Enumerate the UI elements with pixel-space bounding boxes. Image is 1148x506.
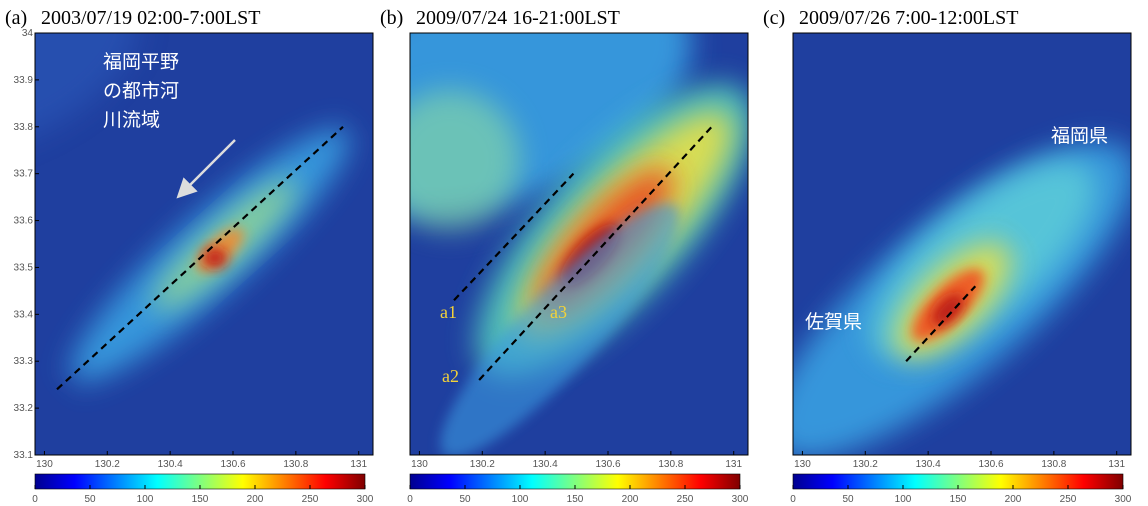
colorbar-tick-label: 250 [677, 494, 694, 505]
map-frame [34, 32, 374, 456]
panel-label: (a) [5, 7, 27, 29]
colorbar-tick-label: 250 [302, 494, 319, 505]
y-tick-label: 33.2 [14, 403, 34, 414]
transect-line [453, 172, 575, 302]
x-tick-label: 130.2 [853, 459, 878, 470]
colorbar-tick-label: 0 [32, 494, 38, 505]
rain-field [410, 33, 748, 455]
annotation: 佐賀県 [805, 311, 862, 333]
colorbar-tick-label: 0 [790, 494, 796, 505]
colorbar-tick-label: 50 [842, 494, 854, 505]
annotation-arrow [176, 139, 236, 199]
map-frame [792, 32, 1132, 456]
colorbar-tick-label: 200 [247, 494, 264, 505]
x-tick-label: 130.8 [283, 459, 308, 470]
colorbar-tick-label: 300 [357, 494, 374, 505]
colorbar-tick-label: 100 [137, 494, 154, 505]
panel-label: (b) [380, 7, 403, 29]
rain-field [35, 33, 350, 382]
x-tick-label: 130.6 [978, 459, 1003, 470]
colorbar-tick-label: 300 [732, 494, 749, 505]
annotation: 川流域 [103, 109, 160, 131]
y-tick-label: 33.7 [14, 169, 34, 180]
y-tick-label: 33.4 [14, 309, 34, 320]
annotation: の都市河 [103, 80, 179, 102]
colorbar-tick-label: 250 [1060, 494, 1077, 505]
colorbar-tick-label: 200 [1005, 494, 1022, 505]
transect-line [56, 125, 344, 391]
annotation: a2 [442, 366, 459, 386]
y-tick-label: 34 [22, 28, 34, 39]
y-tick-label: 33.3 [14, 356, 34, 367]
x-tick-label: 130 [411, 459, 428, 470]
transect-line [905, 285, 977, 362]
x-tick-label: 131 [1108, 459, 1125, 470]
x-tick-label: 131 [725, 459, 742, 470]
rain-blob [440, 202, 680, 455]
x-tick-label: 130.2 [95, 459, 120, 470]
x-tick-label: 131 [350, 459, 367, 470]
colorbar-tick-label: 300 [1115, 494, 1132, 505]
panel-title: 2009/07/24 16-21:00LST [416, 7, 620, 29]
x-tick-label: 130.6 [220, 459, 245, 470]
annotation: 福岡県 [1051, 125, 1108, 147]
colorbar-tick-label: 100 [512, 494, 529, 505]
annotation: a3 [550, 302, 567, 322]
panel-label: (c) [763, 7, 785, 29]
x-tick-label: 130.4 [158, 459, 183, 470]
colorbar-tick-label: 100 [895, 494, 912, 505]
colorbar-tick-label: 50 [459, 494, 471, 505]
y-tick-label: 33.9 [14, 75, 34, 86]
colorbar-tick-label: 150 [192, 494, 209, 505]
x-tick-label: 130.8 [658, 459, 683, 470]
annotation: a1 [440, 302, 457, 322]
panel-title: 2003/07/19 02:00-7:00LST [41, 7, 260, 29]
colorbar-tick-label: 150 [950, 494, 967, 505]
rain-blob [410, 90, 520, 230]
x-tick-label: 130.2 [470, 459, 495, 470]
x-tick-label: 130 [36, 459, 53, 470]
y-tick-label: 33.5 [14, 262, 34, 273]
colorbar-tick-label: 50 [84, 494, 96, 505]
colorbar-tick-label: 150 [567, 494, 584, 505]
colorbar-tick-label: 200 [622, 494, 639, 505]
x-tick-label: 130 [794, 459, 811, 470]
map-frame [409, 32, 749, 456]
rain-blob [203, 248, 227, 268]
y-tick-label: 33.1 [14, 450, 34, 461]
x-tick-label: 130.4 [916, 459, 941, 470]
annotation: 福岡平野 [103, 51, 179, 73]
y-tick-label: 33.8 [14, 122, 34, 133]
rain-field [793, 141, 1131, 455]
x-tick-label: 130.4 [533, 459, 558, 470]
transect-line [478, 126, 713, 381]
x-tick-label: 130.6 [595, 459, 620, 470]
x-tick-label: 130.8 [1041, 459, 1066, 470]
colorbar-tick-label: 0 [407, 494, 413, 505]
rain-blob [932, 294, 964, 326]
y-tick-label: 33.6 [14, 216, 34, 227]
panel-title: 2009/07/26 7:00-12:00LST [799, 7, 1018, 29]
